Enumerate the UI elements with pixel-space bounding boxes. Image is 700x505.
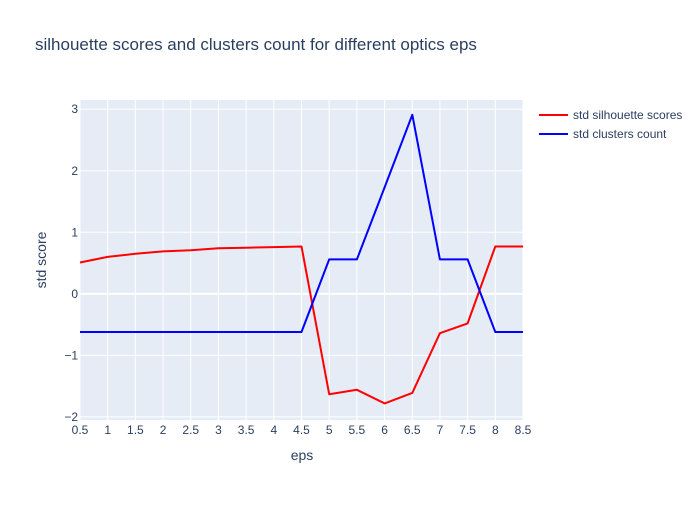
x-tick-label: 0.5 [72,423,89,437]
x-tick-label: 3.5 [238,423,255,437]
x-tick-label: 5.5 [349,423,366,437]
y-tick-label: 1 [71,225,78,239]
y-tick-label: −2 [64,410,78,424]
legend-label: std clusters count [573,127,667,141]
y-tick-label: 2 [71,164,78,178]
series-line-1 [80,113,523,333]
legend: std silhouette scores std clusters count [539,108,682,141]
x-tick-label: 1.5 [127,423,144,437]
y-axis-title: std score [33,231,49,288]
x-tick-label: 6 [381,423,388,437]
series-line-0 [79,245,523,405]
x-tick-label: 1 [104,423,111,437]
x-tick-label: 2 [160,423,167,437]
x-gridlines [79,100,524,420]
y-tick-label: 3 [71,102,78,116]
x-tick-label: 6.5 [404,423,421,437]
x-tick-label: 4 [270,423,277,437]
x-tick-label: 2.5 [182,423,199,437]
x-tick-label: 5 [326,423,333,437]
legend-label: std silhouette scores [573,108,682,122]
x-tick-label: 7 [437,423,444,437]
x-tick-labels: 0.5 1 1.5 2 2.5 3 3.5 4 4.5 5 5.5 6 6.5 7 7.5 8 8.5 [72,423,532,437]
x-tick-label: 7.5 [459,423,476,437]
series-lines [79,113,523,405]
y-tick-label: −1 [64,348,78,362]
x-tick-label: 8 [492,423,499,437]
y-tick-labels: −2 −1 0 1 2 3 [64,102,78,424]
chart-title: silhouette scores and clusters count for… [35,35,477,54]
x-tick-label: 3 [215,423,222,437]
x-tick-label: 4.5 [293,423,310,437]
x-tick-label: 8.5 [515,423,532,437]
y-tick-label: 0 [71,287,78,301]
x-axis-title: eps [291,447,314,463]
